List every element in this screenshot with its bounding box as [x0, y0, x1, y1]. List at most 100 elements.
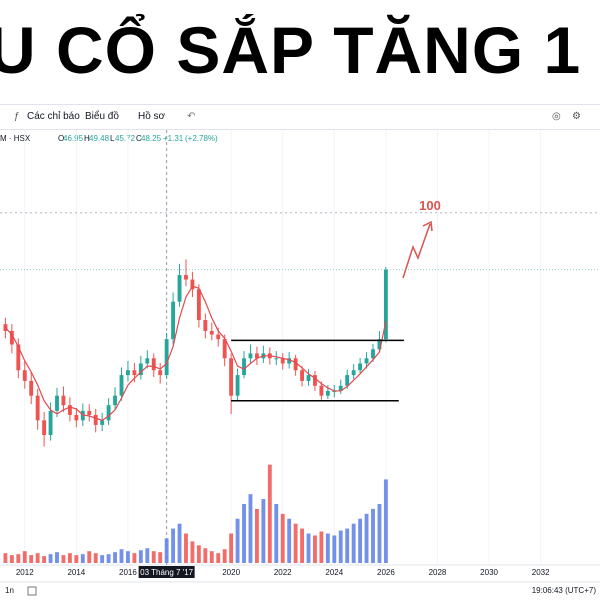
- volume-bar: [351, 523, 356, 563]
- x-tick-label: 2020: [222, 568, 240, 577]
- volume-bar: [138, 550, 143, 563]
- ohlc-label: C: [136, 134, 142, 143]
- volume-bar: [332, 535, 337, 563]
- x-tick-label: 2032: [532, 568, 550, 577]
- candle-body: [364, 358, 369, 364]
- candle-body: [138, 363, 143, 376]
- candle-body: [313, 375, 317, 386]
- x-tick-label: 2022: [274, 568, 292, 577]
- volume-bar: [261, 499, 266, 563]
- candle-body: [293, 358, 298, 371]
- candle-body: [351, 370, 356, 376]
- volume-bar: [280, 513, 285, 563]
- volume-bar: [164, 538, 169, 563]
- candle-body: [254, 353, 259, 359]
- volume-bar: [177, 523, 182, 563]
- volume-bar: [274, 504, 279, 563]
- candle-body: [151, 358, 156, 371]
- candle-body: [22, 370, 27, 381]
- volume-bar: [313, 535, 317, 563]
- indicator-icon[interactable]: ƒ: [14, 111, 20, 122]
- volume-bar: [364, 513, 369, 563]
- candle-body: [248, 353, 253, 359]
- volume-bar: [222, 549, 227, 563]
- candle-body: [242, 358, 246, 376]
- volume-bar: [242, 504, 246, 563]
- ohlc-change-pct: (+2.78%): [185, 134, 218, 143]
- ohlc-change: +1.31: [163, 134, 184, 143]
- volume-bar: [235, 518, 240, 563]
- screenshot-button[interactable]: ◎: [552, 111, 561, 122]
- volume-bar: [100, 555, 105, 563]
- volume-bar: [119, 549, 124, 563]
- calendar-icon[interactable]: [27, 586, 37, 596]
- undo-button[interactable]: ↶: [187, 111, 196, 122]
- ohlc-label: L: [110, 134, 115, 143]
- candle-body: [377, 339, 382, 350]
- candle-body: [383, 269, 388, 340]
- x-tick-label: 2030: [480, 568, 498, 577]
- volume-bar: [74, 555, 79, 563]
- candle-body: [371, 349, 375, 359]
- candle-body: [300, 370, 304, 381]
- interval[interactable]: 1n: [5, 586, 14, 595]
- volume-bar: [293, 523, 298, 563]
- candle-body: [87, 410, 92, 415]
- toolbar: ƒ Các chỉ báo Biểu đồ Hồ sơ ↶ ◎ ⚙: [0, 104, 600, 130]
- target-label: 100: [419, 198, 441, 213]
- volume-bar: [338, 530, 343, 563]
- moving-average: [4, 285, 387, 421]
- volume-bar: [306, 533, 311, 563]
- x-tick-label: 2012: [16, 568, 34, 577]
- clock: 19:06:43 (UTC+7): [532, 586, 597, 595]
- ohlc-label: H: [84, 134, 90, 143]
- volume-bar: [319, 531, 324, 563]
- ohlc-label: O: [58, 134, 64, 143]
- settings-button[interactable]: ⚙: [572, 111, 581, 122]
- candle-body: [93, 414, 98, 425]
- volume-bar: [345, 528, 350, 563]
- candle-body: [164, 339, 169, 376]
- symbol: M · HSX: [0, 134, 31, 143]
- candle-body: [61, 395, 66, 406]
- candle-body: [9, 330, 14, 345]
- candle-body: [203, 320, 208, 331]
- candle-body: [171, 301, 176, 340]
- volume-bar: [287, 518, 292, 563]
- volume-bar: [254, 508, 259, 563]
- volume-bar: [67, 553, 72, 563]
- volume-bar: [358, 518, 363, 563]
- candle-body: [42, 420, 47, 436]
- volume-bar: [3, 553, 8, 563]
- volume-bar: [300, 528, 304, 563]
- candle-body: [280, 358, 285, 364]
- volume-bar: [377, 504, 382, 563]
- candle-body: [319, 385, 324, 396]
- candle-body: [74, 414, 79, 421]
- x-tick-label: 2024: [325, 568, 343, 577]
- forecast-arrow: [402, 223, 431, 279]
- volume-bar: [184, 533, 188, 563]
- chart-type-button[interactable]: Biểu đồ: [85, 111, 119, 122]
- ohlc-value: 46.95: [63, 134, 84, 143]
- crosshair-label-bg: [138, 566, 195, 578]
- volume-bar: [158, 552, 163, 563]
- candle-body: [209, 330, 214, 335]
- crosshair-label: 03 Tháng 7 '17: [140, 568, 194, 577]
- ohlc-value: 49.48: [89, 134, 110, 143]
- forecast-arrowhead: [422, 220, 433, 232]
- profile-button[interactable]: Hồ sơ: [138, 111, 166, 122]
- candle-body: [100, 420, 105, 425]
- candle-body: [274, 358, 279, 360]
- indicators-button[interactable]: Các chỉ báo: [27, 111, 80, 122]
- candle-body: [306, 375, 311, 381]
- volume-bar: [16, 554, 21, 563]
- volume-bar: [190, 541, 195, 563]
- volume-bar: [126, 551, 130, 563]
- candle-body: [235, 375, 240, 396]
- candle-body: [325, 390, 330, 396]
- x-tick-label: 2016: [119, 568, 137, 577]
- volume-bar: [267, 464, 272, 563]
- volume-bar: [113, 552, 117, 563]
